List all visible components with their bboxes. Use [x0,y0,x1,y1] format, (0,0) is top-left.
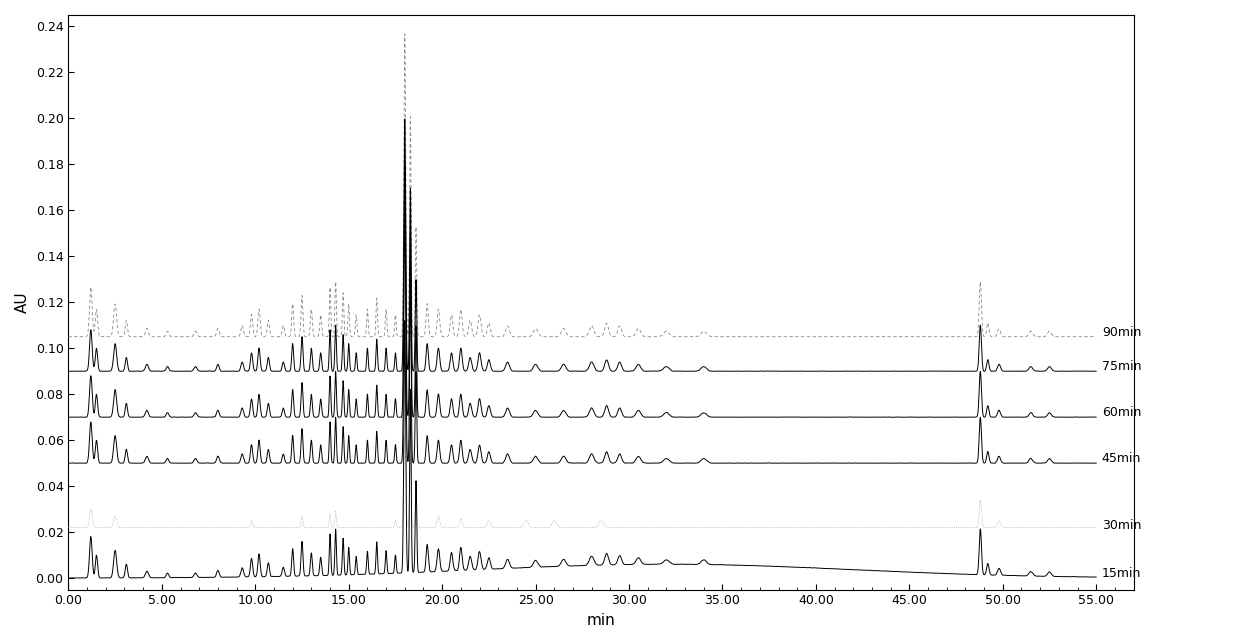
Text: 45min: 45min [1102,452,1141,465]
Text: 60min: 60min [1102,406,1141,419]
Text: 75min: 75min [1102,360,1141,373]
Text: 15min: 15min [1102,567,1141,580]
X-axis label: min: min [587,613,615,628]
Text: 30min: 30min [1102,519,1141,532]
Text: 90min: 90min [1102,325,1141,339]
Y-axis label: AU: AU [15,291,30,313]
